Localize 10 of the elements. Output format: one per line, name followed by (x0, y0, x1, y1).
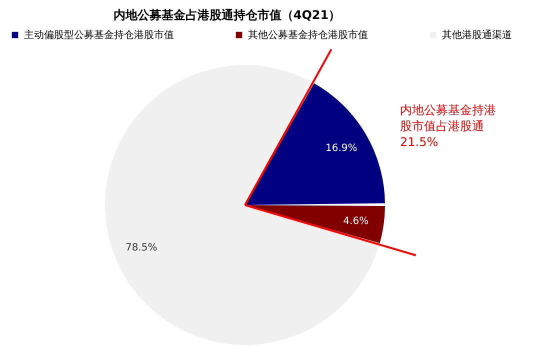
pie-slice (245, 83, 385, 205)
legend-label: 其他港股通渠道 (442, 29, 512, 41)
data-label: 78.5% (125, 242, 158, 254)
data-label: 16.9% (326, 143, 358, 154)
legend-label: 其他公募基金持仓港股市值 (248, 29, 368, 41)
data-label: 4.6% (343, 216, 369, 227)
chart-title: 内地公募基金占港股通持仓市值（4Q21） (113, 8, 341, 22)
text: 内地公募基金持港股市值占港股通21.5% (400, 103, 496, 149)
pie-slice (105, 65, 379, 345)
legend-label: 主动偏股型公募基金持仓港股市值 (24, 29, 174, 41)
